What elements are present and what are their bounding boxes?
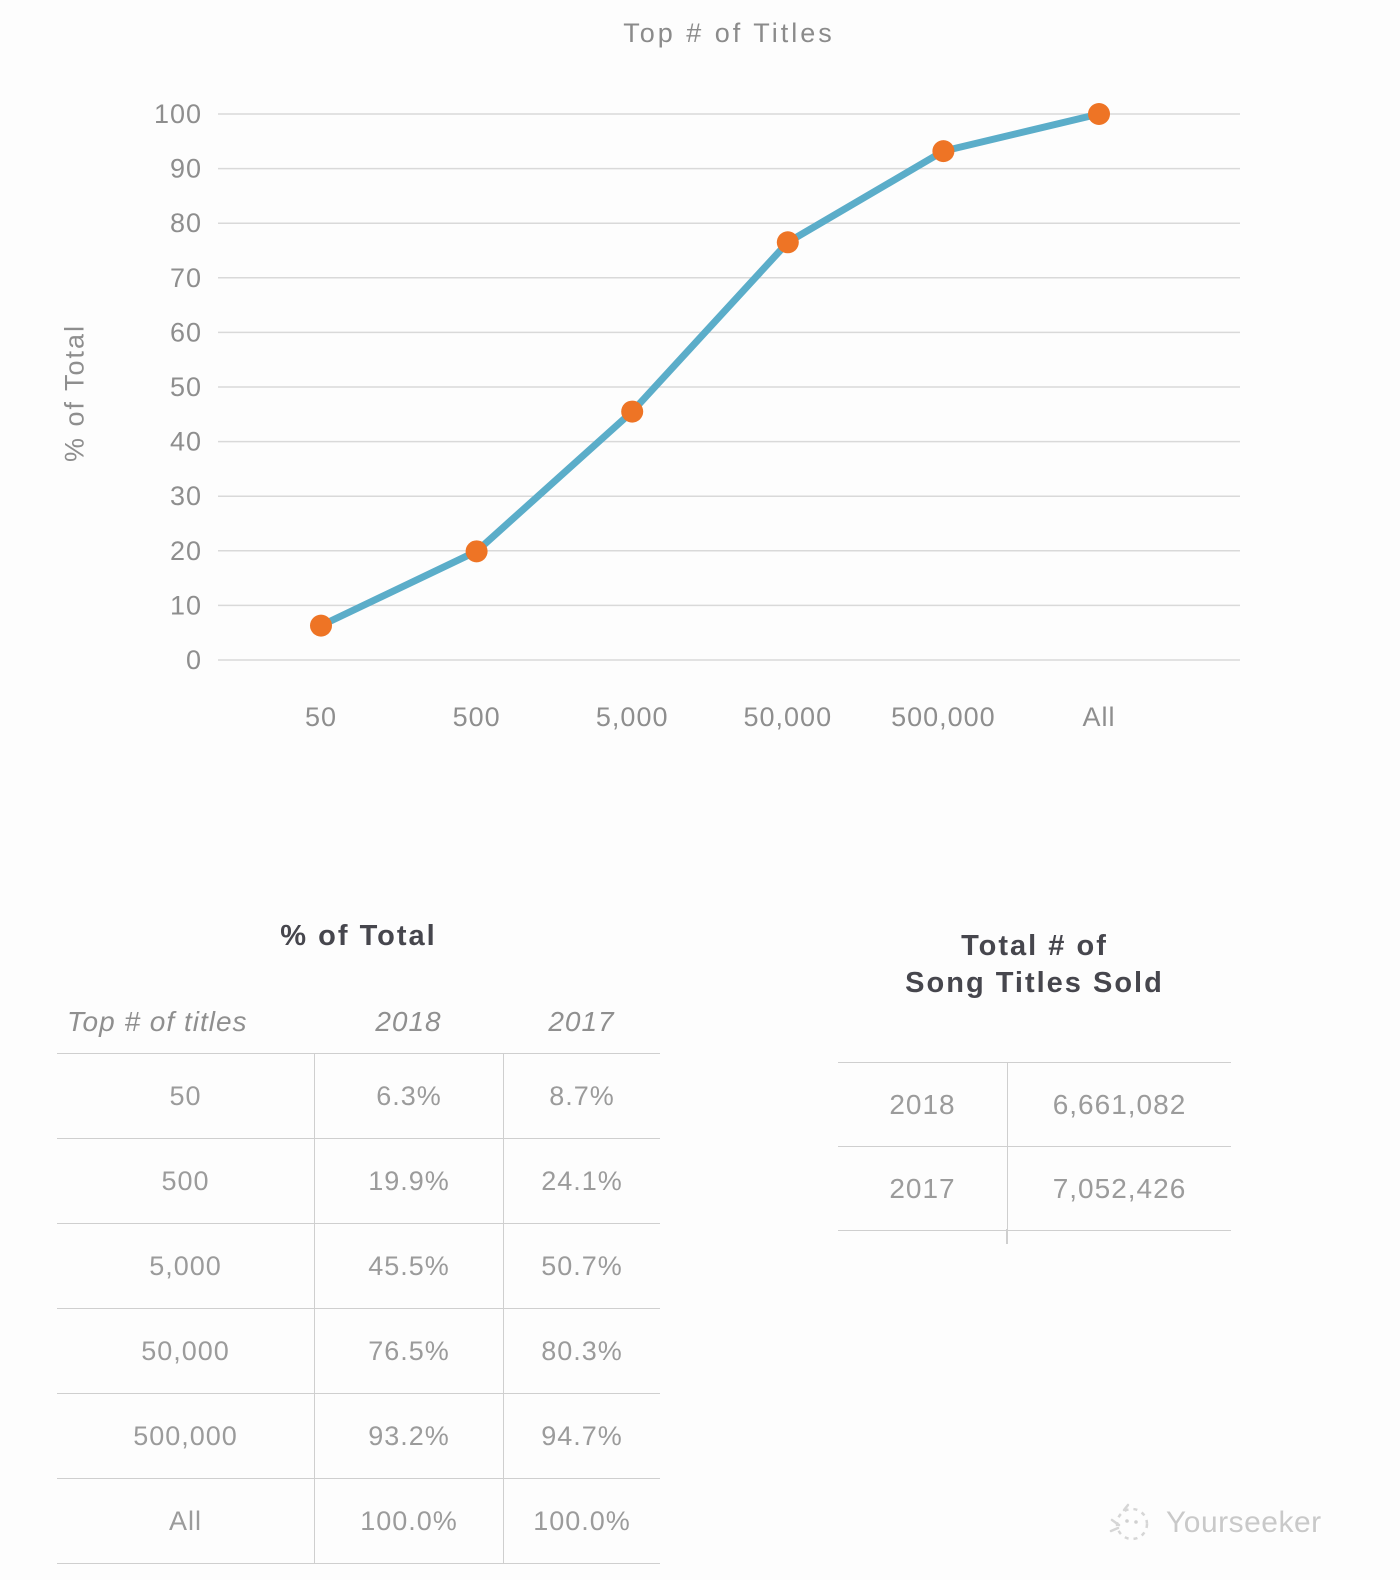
chart-title: Top # of Titles (623, 18, 835, 48)
x-tick-label: 5,000 (596, 702, 669, 732)
table-cell: 500 (161, 1165, 210, 1196)
x-tick-label: 500 (453, 702, 501, 732)
table-cell: 6,661,082 (1007, 1063, 1231, 1146)
percent-table-header-row: Top # of titles 2018 2017 (57, 998, 660, 1046)
table-cell: 50 (169, 1080, 202, 1111)
y-tick-label: 40 (170, 427, 202, 457)
table-cell: 5,000 (149, 1250, 222, 1281)
table-row: 2017 7,052,426 (838, 1147, 1231, 1231)
table-cell: 6.3% (314, 1054, 503, 1138)
x-tick-label: 500,000 (891, 702, 996, 732)
yourseeker-logo-icon (1109, 1503, 1149, 1541)
x-tick-label: All (1082, 702, 1115, 732)
table-cell: 8.7% (503, 1054, 660, 1138)
y-tick-label: 80 (170, 208, 202, 238)
table-cell: 80.3% (503, 1309, 660, 1393)
table-row: 2018 6,661,082 (838, 1063, 1231, 1147)
table-row: 500 19.9% 24.1% (57, 1139, 660, 1224)
y-tick-label: 60 (170, 317, 202, 347)
data-point-500 (465, 540, 488, 563)
table-row: 50 6.3% 8.7% (57, 1054, 660, 1139)
column-header-2018: 2018 (375, 1006, 442, 1037)
table-cell: 45.5% (314, 1224, 503, 1308)
totals-table-title-line1: Total # of (961, 930, 1108, 962)
table-row: 500,000 93.2% 94.7% (57, 1394, 660, 1479)
table-cell: 100.0% (503, 1479, 660, 1563)
data-point-5,000 (621, 400, 644, 423)
data-point-All (1088, 103, 1110, 125)
y-tick-label: 0 (186, 645, 202, 675)
data-point-50 (310, 614, 332, 637)
table-cell: 76.5% (314, 1309, 503, 1393)
totals-table-title-line2: Song Titles Sold (905, 967, 1164, 999)
percent-table-body: 50 6.3% 8.7% 500 19.9% 24.1% 5,000 45.5% 50.7% 50… (57, 1053, 660, 1564)
x-tick-label: 50 (305, 702, 337, 732)
totals-table-body: 2018 6,661,082 2017 7,052,426 (838, 1062, 1231, 1231)
watermark: Yourseeker (1108, 1500, 1322, 1546)
table-row: 5,000 45.5% 50.7% (57, 1224, 660, 1309)
table-cell: 50.7% (503, 1224, 660, 1308)
totals-table-title: Total # of Song Titles Sold (838, 928, 1231, 1002)
table-cell: 2018 (889, 1088, 956, 1120)
line-chart: 0 10 20 30 40 50 60 70 80 90 100 50 500 5,000 50,000 50… (154, 99, 1240, 732)
column-header-top-titles: Top # of titles (67, 1006, 248, 1037)
totals-table-divider-tail (1006, 1229, 1008, 1244)
y-tick-label: 70 (170, 263, 202, 293)
data-point-50,000 (776, 231, 799, 254)
table-cell: 19.9% (314, 1139, 503, 1223)
y-tick-label: 20 (170, 536, 202, 566)
table-cell: 7,052,426 (1007, 1147, 1231, 1230)
table-cell: 94.7% (503, 1394, 660, 1478)
table-cell: 2017 (889, 1172, 956, 1204)
table-cell: All (168, 1505, 202, 1536)
table-row: 50,000 76.5% 80.3% (57, 1309, 660, 1394)
y-tick-label: 90 (170, 154, 202, 184)
y-tick-label: 30 (170, 481, 202, 511)
column-header-2017: 2017 (548, 1006, 615, 1037)
table-cell: 24.1% (503, 1139, 660, 1223)
table-cell: 50,000 (141, 1335, 230, 1366)
watermark-text: Yourseeker (1166, 1506, 1322, 1539)
x-tick-label: 50,000 (744, 702, 833, 732)
percent-table-title: % of Total (280, 920, 437, 952)
y-tick-label: 100 (154, 99, 202, 129)
table-row: All 100.0% 100.0% (57, 1479, 660, 1564)
data-point-500,000 (932, 140, 955, 163)
table-cell: 93.2% (314, 1394, 503, 1478)
y-tick-label: 50 (170, 372, 202, 402)
table-cell: 500,000 (133, 1420, 238, 1451)
y-tick-label: 10 (170, 590, 202, 620)
series-line-2018 (317, 110, 1103, 630)
table-cell: 100.0% (314, 1479, 503, 1563)
